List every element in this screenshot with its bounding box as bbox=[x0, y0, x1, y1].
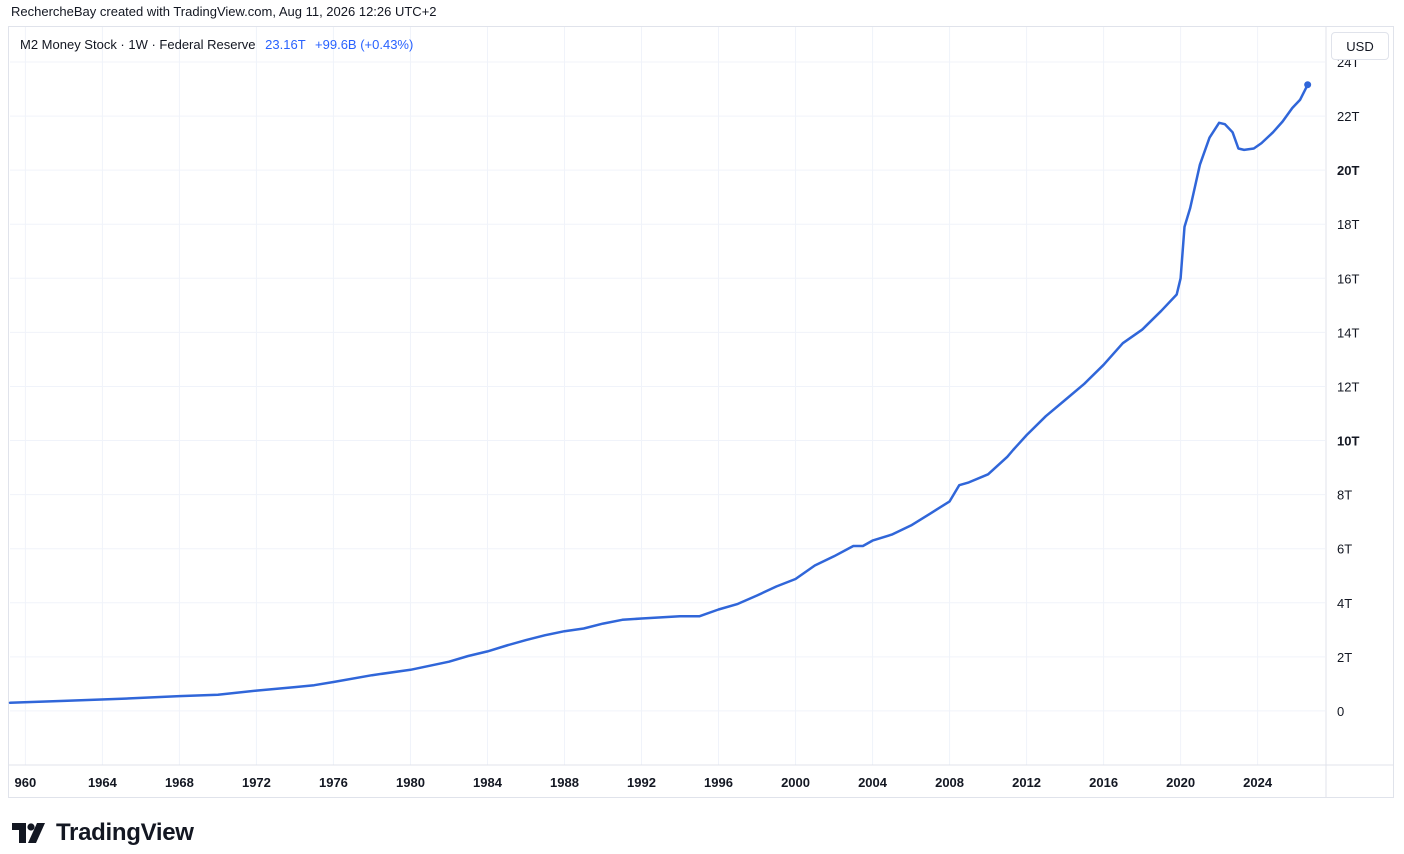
x-tick-label: 1964 bbox=[88, 775, 118, 790]
currency-button[interactable]: USD bbox=[1331, 32, 1389, 60]
y-tick-label: 4T bbox=[1337, 596, 1352, 611]
x-tick-label: 1972 bbox=[242, 775, 271, 790]
chart-frame bbox=[8, 26, 1394, 798]
x-tick-label: 2016 bbox=[1089, 775, 1118, 790]
x-tick-label: 1992 bbox=[627, 775, 656, 790]
x-tick-label: 2012 bbox=[1012, 775, 1041, 790]
x-tick-label: 2000 bbox=[781, 775, 810, 790]
brand-logo: TradingView bbox=[12, 818, 194, 848]
y-tick-label: 12T bbox=[1337, 379, 1359, 394]
tradingview-logo-icon bbox=[12, 823, 45, 843]
y-tick-label: 14T bbox=[1337, 325, 1359, 340]
y-tick-label: 10T bbox=[1337, 434, 1359, 449]
x-tick-label: 2008 bbox=[935, 775, 964, 790]
y-tick-label: 18T bbox=[1337, 217, 1359, 232]
x-tick-label: 960 bbox=[15, 775, 37, 790]
x-tick-label: 1976 bbox=[319, 775, 348, 790]
x-tick-label: 1988 bbox=[550, 775, 579, 790]
brand-name: TradingView bbox=[56, 819, 194, 846]
last-value-dot bbox=[1304, 81, 1312, 89]
x-tick-label: 1980 bbox=[396, 775, 425, 790]
x-tick-label: 2024 bbox=[1243, 775, 1273, 790]
series-legend: M2 Money Stock · 1W · Federal Reserve 23… bbox=[20, 37, 413, 52]
chart-attribution-caption: RechercheBay created with TradingView.co… bbox=[11, 4, 437, 19]
x-tick-label: 1984 bbox=[473, 775, 503, 790]
y-tick-label: 8T bbox=[1337, 488, 1352, 503]
series-line[interactable] bbox=[8, 83, 1309, 705]
x-tick-label: 1996 bbox=[704, 775, 733, 790]
series-last-value: 23.16T bbox=[265, 37, 306, 52]
series-symbol-label: M2 Money Stock · 1W · Federal Reserve bbox=[20, 37, 256, 52]
x-tick-label: 1968 bbox=[165, 775, 194, 790]
series-change: +99.6B (+0.43%) bbox=[315, 37, 414, 52]
y-tick-label: 22T bbox=[1337, 109, 1359, 124]
y-tick-label: 16T bbox=[1337, 271, 1359, 286]
x-tick-label: 2004 bbox=[858, 775, 888, 790]
x-tick-label: 2020 bbox=[1166, 775, 1195, 790]
y-tick-label: 2T bbox=[1337, 650, 1352, 665]
y-tick-label: 20T bbox=[1337, 163, 1359, 178]
y-tick-label: 0 bbox=[1337, 704, 1344, 719]
y-tick-label: 6T bbox=[1337, 542, 1352, 557]
